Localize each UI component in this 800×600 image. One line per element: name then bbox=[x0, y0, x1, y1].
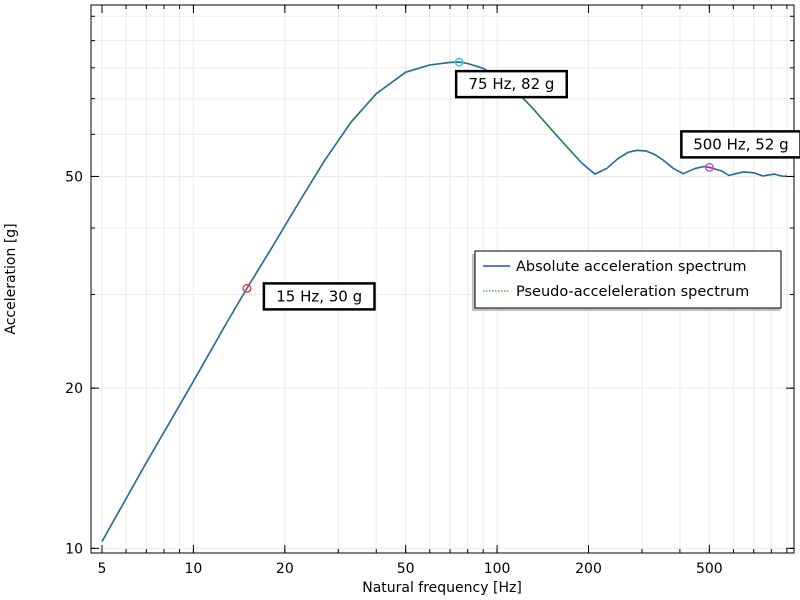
x-tick-label: 50 bbox=[397, 561, 415, 577]
annotation-box-3 bbox=[680, 130, 800, 159]
x-tick-label: 500 bbox=[696, 561, 723, 577]
annotation-markers bbox=[242, 57, 714, 293]
annotation-label-3: 500 Hz, 52 g bbox=[693, 135, 788, 153]
x-tick-label: 20 bbox=[276, 561, 294, 577]
annotation-marker-2 bbox=[454, 57, 464, 67]
x-tick-label: 10 bbox=[184, 561, 202, 577]
x-tick-label: 200 bbox=[575, 561, 602, 577]
x-tick-label: 100 bbox=[484, 561, 511, 577]
series-layer bbox=[101, 61, 788, 542]
annotations: 15 Hz, 30 g 75 Hz, 82 g 500 Hz, 52 g bbox=[262, 69, 800, 311]
annotation-box-1 bbox=[262, 282, 376, 311]
legend-label-absolute: Absolute acceleration spectrum bbox=[516, 259, 747, 275]
ticks: 5 10 20 50 100 200 500 10 20 50 bbox=[65, 5, 794, 577]
annotation-label-2: 75 Hz, 82 g bbox=[468, 75, 554, 93]
y-axis-title: Acceleration [g] bbox=[3, 223, 19, 334]
y-tick-label: 10 bbox=[65, 541, 83, 557]
series-absolute-line bbox=[101, 61, 788, 542]
x-tick-label: 5 bbox=[98, 561, 107, 577]
annotation-marker-1 bbox=[242, 283, 252, 293]
y-tick-label: 50 bbox=[65, 169, 83, 185]
legend-label-pseudo: Pseudo-acceleleration spectrum bbox=[516, 284, 749, 300]
plot-frame bbox=[90, 4, 795, 554]
y-tick-label: 20 bbox=[65, 381, 83, 397]
annotation-label-1: 15 Hz, 30 g bbox=[276, 287, 362, 305]
x-axis-title: Natural frequency [Hz] bbox=[362, 580, 522, 596]
annotation-box-2 bbox=[454, 69, 568, 99]
legend: Absolute acceleration spectrum Pseudo-ac… bbox=[472, 250, 782, 311]
annotation-marker-3 bbox=[704, 162, 714, 172]
legend-box bbox=[474, 250, 782, 309]
